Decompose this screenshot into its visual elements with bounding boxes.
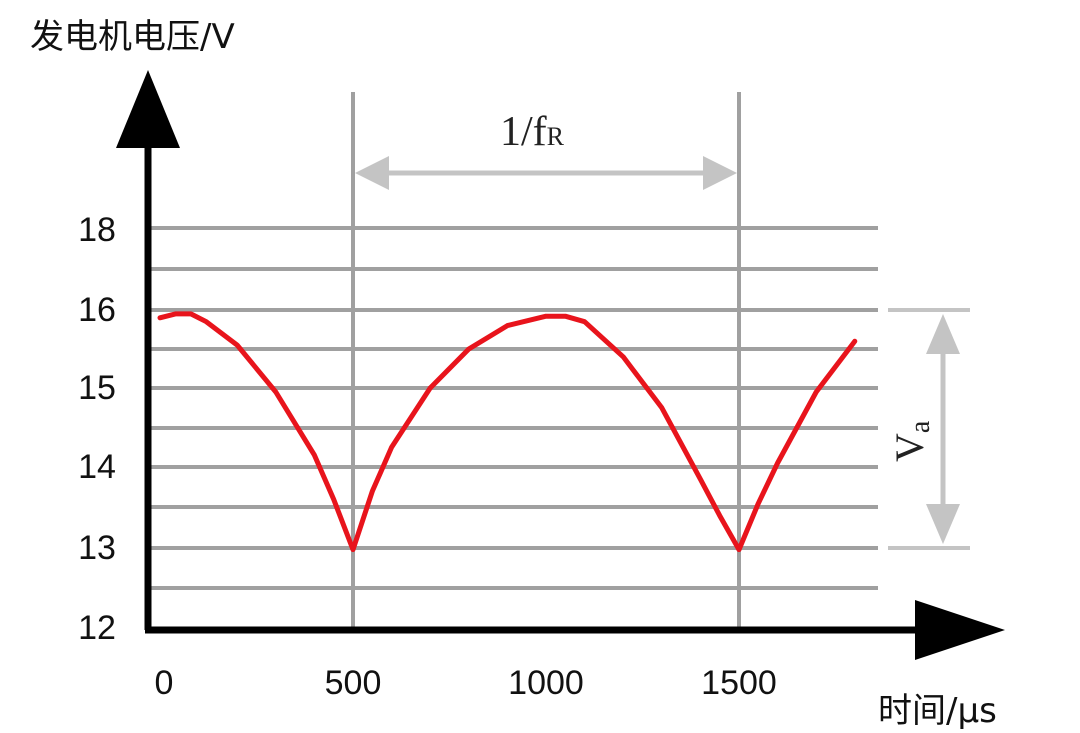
- y-axis-title: 发电机电压/V: [30, 17, 235, 57]
- y-tick-label: 13: [78, 529, 116, 567]
- axes: [116, 70, 1005, 660]
- amplitude-label-main: V: [887, 433, 932, 462]
- period-arrow-left-head: [355, 156, 389, 190]
- period-label-main: 1/f: [500, 109, 547, 155]
- y-axis-arrow: [116, 70, 180, 148]
- period-label-sub: R: [547, 122, 565, 151]
- y-tick-label: 14: [78, 448, 116, 486]
- tick-labels: 12 13 14 15 16 18 0 500 1000 1500: [78, 211, 777, 702]
- amplitude-label: Va: [887, 420, 936, 462]
- series-layer: [157, 311, 858, 553]
- x-tick-label: 1000: [508, 664, 584, 702]
- x-axis-arrow: [915, 600, 1005, 660]
- x-tick-label: 0: [155, 664, 174, 702]
- y-tick-label: 12: [78, 609, 116, 647]
- y-tick-label: 16: [78, 291, 116, 329]
- voltage-series-line: [157, 311, 858, 553]
- y-tick-label: 15: [78, 369, 116, 407]
- amplitude-arrow-bottom-head: [926, 504, 960, 544]
- period-arrow-right-head: [703, 156, 737, 190]
- x-tick-label: 1500: [701, 664, 777, 702]
- annotations: [355, 156, 970, 550]
- amplitude-label-sub: a: [905, 420, 936, 433]
- x-tick-label: 500: [325, 664, 382, 702]
- reference-lines: [351, 92, 741, 630]
- amplitude-arrow-top-head: [926, 314, 960, 354]
- y-tick-label: 18: [78, 211, 116, 249]
- grid: [148, 226, 878, 590]
- x-axis-title: 时间/μs: [878, 691, 997, 731]
- period-label: 1/fR: [500, 109, 565, 155]
